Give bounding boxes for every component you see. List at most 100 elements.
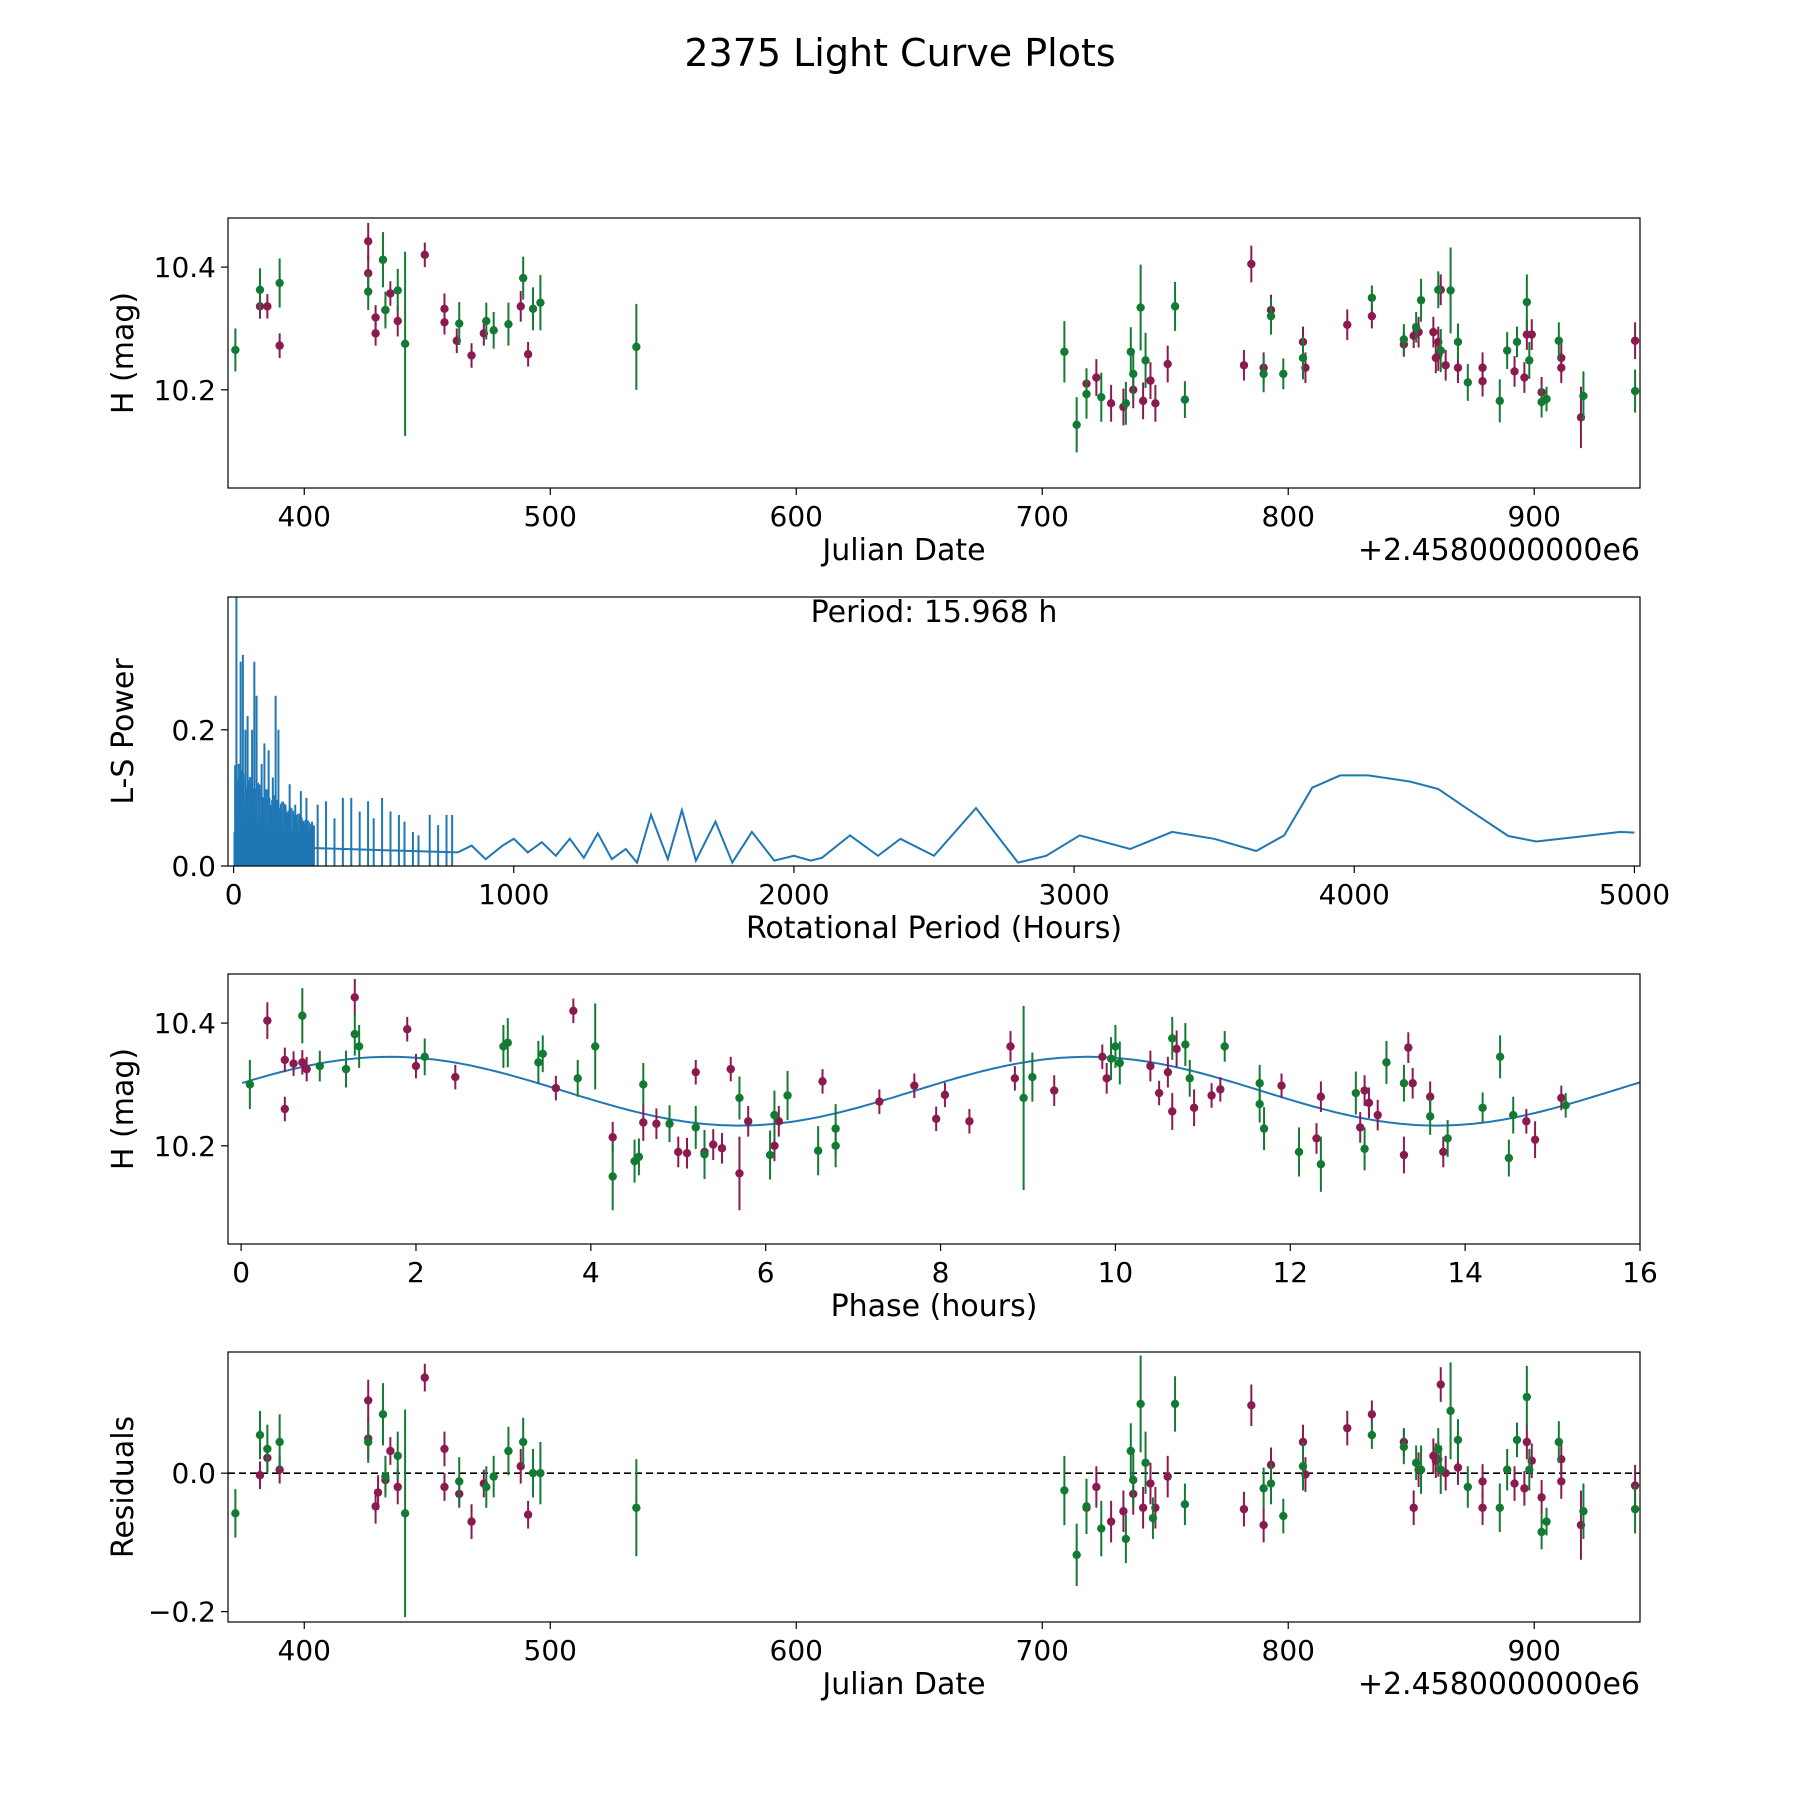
axes-frame: [227, 217, 1641, 489]
data-point: [275, 341, 284, 350]
x-tick-label: 2: [407, 1256, 425, 1289]
data-point: [440, 304, 449, 314]
data-point: [1119, 1507, 1128, 1516]
data-point: [1429, 327, 1438, 337]
data-point: [1439, 1147, 1448, 1157]
data-point: [1495, 1503, 1504, 1512]
data-point: [1409, 1503, 1418, 1512]
data-point: [1106, 1517, 1116, 1526]
data-point: [1525, 356, 1534, 365]
y-tick-label: 10.2: [154, 374, 216, 407]
data-point: [1367, 1410, 1377, 1419]
data-point: [639, 1080, 648, 1089]
data-point: [1185, 1074, 1194, 1083]
data-point: [1259, 1520, 1268, 1530]
data-point: [482, 1482, 491, 1492]
plot-area-lightcurve: [231, 222, 1640, 453]
data-point: [1510, 1479, 1519, 1488]
data-point: [354, 1042, 364, 1051]
x-tick-label: 600: [770, 1634, 823, 1667]
data-point: [632, 342, 641, 352]
x-offset-label: +2.4580000000e6: [1358, 1667, 1640, 1702]
y-axis-label: H (mag): [106, 292, 141, 414]
data-point: [467, 1517, 476, 1526]
data-point: [1129, 1475, 1138, 1485]
data-point: [1266, 1479, 1276, 1488]
data-point: [1294, 1147, 1304, 1157]
data-point: [504, 1446, 513, 1456]
data-point: [1239, 1504, 1249, 1514]
data-point: [634, 1152, 644, 1162]
data-point: [1512, 337, 1522, 347]
data-point: [1097, 1524, 1106, 1533]
data-point: [1579, 391, 1588, 401]
plot-area-periodogram: [233, 597, 1635, 866]
data-point: [1510, 367, 1519, 376]
y-tick-label: 0.0: [171, 1457, 216, 1490]
data-point: [1382, 1058, 1391, 1067]
data-point: [1520, 1484, 1529, 1493]
data-point: [378, 1410, 388, 1419]
data-point: [1060, 1486, 1069, 1495]
data-point: [1436, 1380, 1445, 1389]
x-axis-label: Julian Date: [820, 1667, 985, 1702]
y-axis-label: L-S Power: [106, 658, 141, 805]
data-point: [1436, 346, 1445, 355]
data-point: [1502, 346, 1512, 355]
data-point: [770, 1110, 779, 1120]
data-point: [1082, 389, 1091, 399]
data-point: [1172, 1044, 1181, 1054]
data-point: [1115, 1058, 1124, 1068]
data-point: [744, 1117, 753, 1126]
data-point: [1154, 1088, 1164, 1098]
data-point: [1404, 1043, 1413, 1052]
data-point: [1259, 1484, 1268, 1493]
data-point: [1504, 1153, 1514, 1163]
data-point: [1360, 1144, 1369, 1154]
x-axis-label: Rotational Period (Hours): [746, 911, 1122, 946]
data-point: [1279, 369, 1288, 379]
data-point: [1478, 1503, 1487, 1512]
x-tick-label: 4000: [1319, 878, 1390, 911]
data-point: [275, 1465, 284, 1474]
x-tick-label: 16: [1622, 1256, 1658, 1289]
y-axis-label: H (mag): [106, 1048, 141, 1170]
data-point: [1343, 320, 1352, 329]
x-tick-label: 1000: [478, 878, 549, 911]
data-point: [364, 1437, 373, 1447]
data-point: [691, 1123, 700, 1132]
data-point: [275, 1437, 284, 1447]
data-point: [1520, 373, 1529, 382]
data-point: [381, 1472, 390, 1481]
x-tick-label: 500: [524, 500, 577, 533]
x-tick-label: 0: [232, 1256, 250, 1289]
data-point: [965, 1117, 974, 1126]
data-point: [298, 1058, 307, 1067]
data-point: [1082, 1502, 1091, 1511]
data-point: [1356, 1123, 1365, 1132]
data-point: [364, 269, 373, 278]
data-point: [263, 1444, 272, 1454]
data-point: [1530, 1135, 1540, 1144]
data-point: [255, 1430, 265, 1440]
data-point: [523, 350, 533, 359]
data-point: [1146, 376, 1155, 385]
data-point: [1416, 1465, 1426, 1474]
data-point: [1343, 1423, 1352, 1433]
data-point: [818, 1077, 827, 1086]
data-point: [1579, 1507, 1588, 1516]
x-tick-label: 4: [582, 1256, 600, 1289]
period-annotation: Period: 15.968 h: [811, 595, 1058, 630]
y-tick-label: 10.4: [154, 1007, 216, 1040]
data-point: [674, 1147, 683, 1157]
data-point: [1255, 1079, 1264, 1088]
data-point: [255, 285, 265, 294]
data-point: [1138, 396, 1148, 406]
data-point: [231, 1509, 240, 1518]
data-point: [1129, 369, 1138, 379]
data-point: [1189, 1103, 1199, 1112]
data-point: [1416, 296, 1426, 305]
data-point: [1121, 399, 1131, 408]
data-point: [400, 339, 410, 348]
data-point: [1425, 1092, 1435, 1101]
